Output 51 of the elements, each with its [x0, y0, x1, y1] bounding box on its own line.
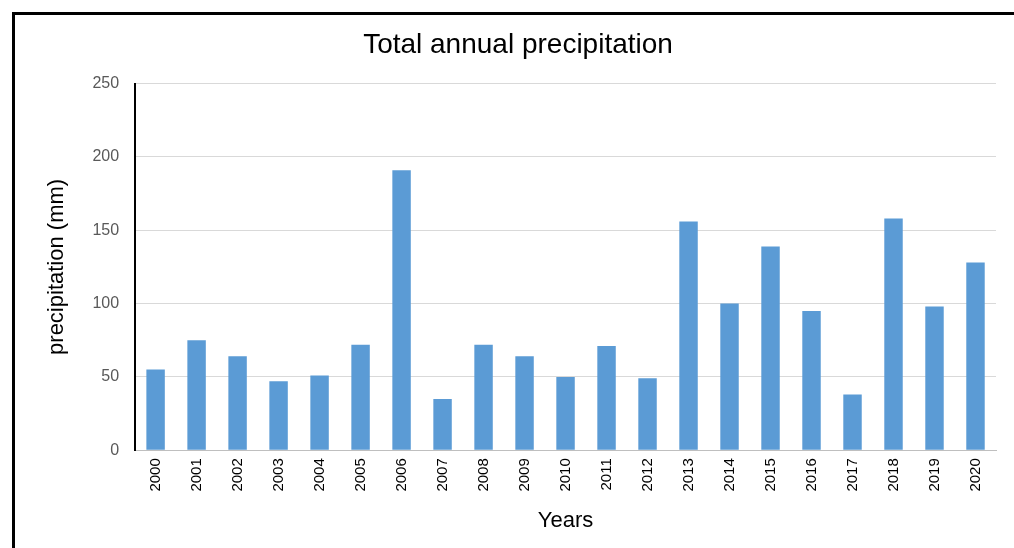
y-tick-label: 150: [92, 220, 120, 238]
x-tick-label: 2009: [514, 458, 532, 492]
y-axis-title: precipitation (mm): [43, 178, 69, 355]
bar: [966, 262, 985, 450]
bar: [884, 218, 903, 450]
bar: [802, 310, 821, 450]
bar: [843, 394, 862, 450]
bar: [761, 246, 780, 450]
x-tick-label: 2018: [883, 458, 901, 492]
y-tick-label: 50: [101, 367, 120, 385]
x-tick-label: 2001: [186, 458, 204, 492]
bar: [556, 376, 575, 450]
y-tick-label: 250: [92, 74, 120, 92]
x-tick-label: 2010: [555, 458, 573, 492]
x-tick-label: 2014: [719, 458, 737, 492]
x-tick-label: 2011: [596, 458, 614, 491]
bar: [515, 356, 534, 450]
x-tick-label: 2003: [268, 458, 286, 492]
y-tick-label: 200: [92, 147, 120, 165]
bar: [679, 221, 698, 450]
x-tick-label: 2002: [227, 458, 245, 492]
bar: [474, 344, 493, 450]
y-tick-label: 0: [110, 440, 120, 458]
x-axis-title: Years: [537, 506, 594, 532]
bar: [638, 378, 657, 450]
bar: [269, 381, 288, 450]
bar: [392, 170, 411, 450]
bar: [310, 375, 329, 450]
x-tick-label: 2016: [801, 458, 819, 492]
chart-title: Total annual precipitation: [363, 27, 673, 59]
bar: [351, 344, 370, 450]
x-tick-label: 2015: [760, 458, 778, 492]
x-tick-label: 2007: [432, 458, 450, 492]
bar: [720, 303, 739, 450]
bar: [597, 346, 616, 450]
bar: [228, 356, 247, 450]
x-tick-label: 2005: [350, 458, 368, 492]
x-tick-label: 2008: [473, 458, 491, 492]
x-tick-label: 2020: [965, 458, 983, 492]
bar: [433, 398, 452, 450]
x-tick-label: 2004: [309, 458, 327, 492]
x-tick-label: 2013: [678, 458, 696, 492]
x-tick-label: 2017: [842, 458, 860, 492]
bar: [146, 369, 165, 450]
y-tick-label: 100: [92, 293, 120, 311]
x-tick-label: 2006: [391, 458, 409, 492]
x-tick-label: 2012: [637, 458, 655, 492]
bar: [925, 306, 944, 450]
bar: [187, 340, 206, 450]
x-tick-label: 2019: [924, 458, 942, 492]
x-tick-label: 2000: [145, 458, 163, 492]
